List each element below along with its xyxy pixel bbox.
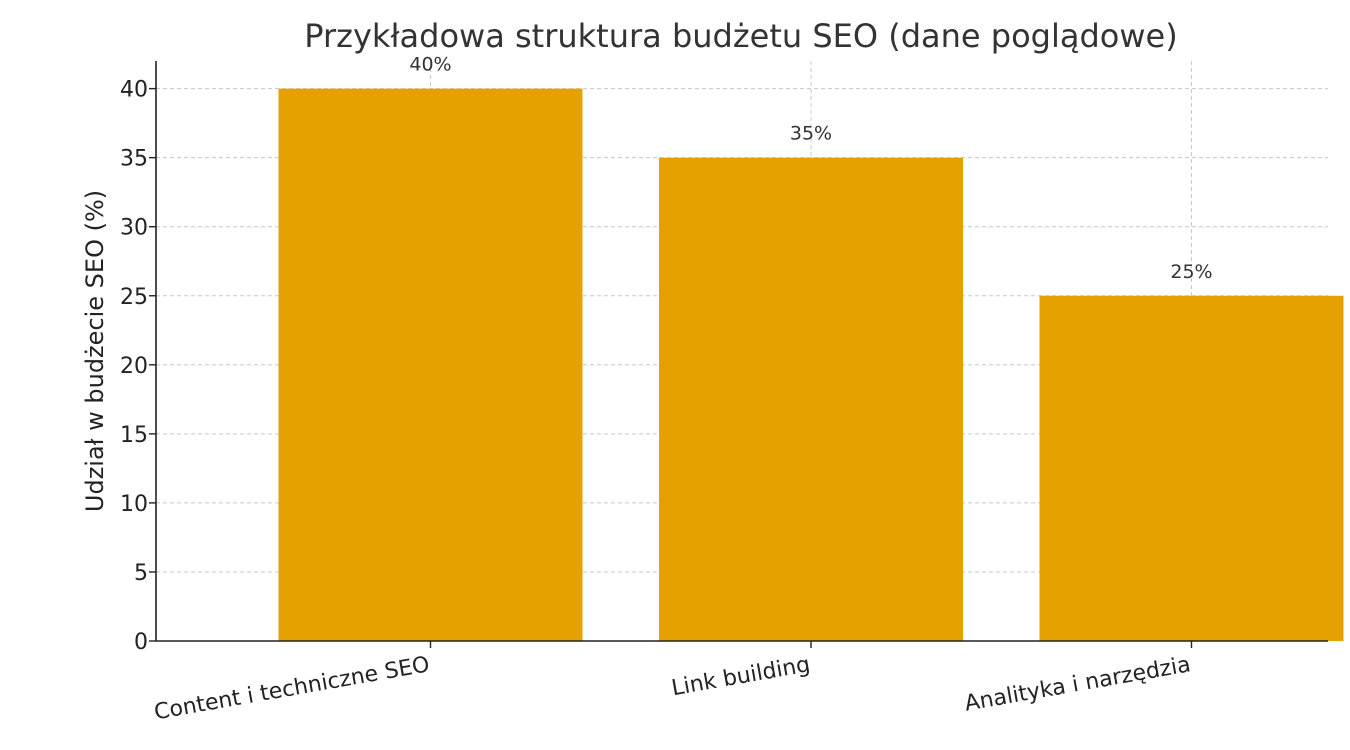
bar [659,157,963,641]
y-tick-label: 30 [120,216,148,241]
data-labels: 40% 35% 25% [409,54,1212,283]
bar [278,88,583,642]
y-tick-label: 20 [120,354,148,379]
x-tick-label: Content i techniczne SEO [152,652,431,725]
y-tick-label: 35 [120,147,148,172]
x-tick-label: Analityka i narzędzia [963,652,1193,716]
y-tick-label: 5 [134,561,148,586]
data-label: 25% [1170,261,1212,283]
y-tick-label: 0 [134,630,148,655]
y-tick-label: 15 [120,423,148,448]
bars-layer [278,88,1344,642]
y-axis-label: Udział w budżecie SEO (%) [81,190,109,512]
y-tick-label: 40 [120,78,148,103]
y-ticks: 0 5 10 15 20 25 30 35 40 [120,78,156,655]
y-tick-label: 10 [120,492,148,517]
data-label: 35% [790,123,832,145]
x-tick-label: Link building [670,652,812,701]
bar [1039,295,1344,641]
chart-title: Przykładowa struktura budżetu SEO (dane … [304,17,1177,55]
data-label: 40% [409,54,451,76]
x-ticks: Content i techniczne SEO Link building Ana… [152,641,1193,725]
y-tick-label: 25 [120,285,148,310]
